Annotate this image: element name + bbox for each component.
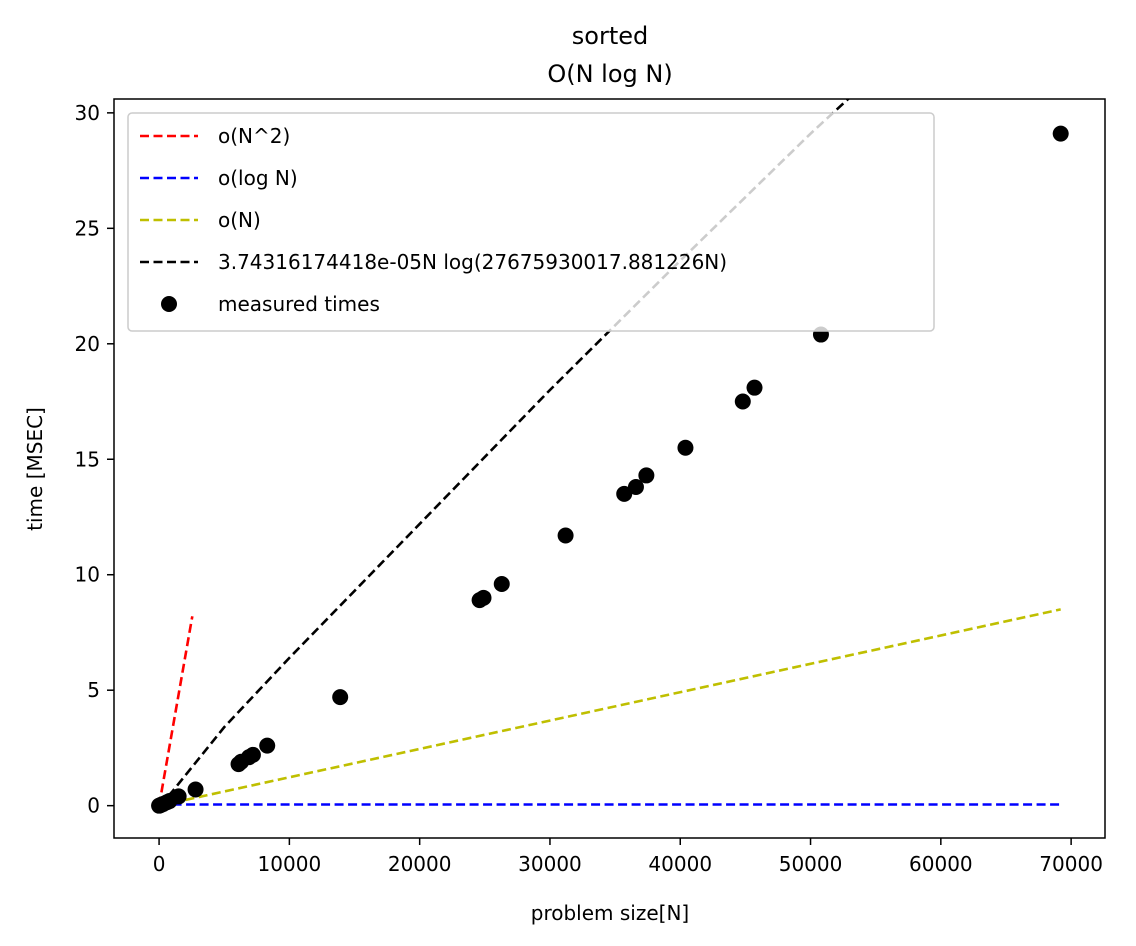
measured-point	[494, 576, 510, 592]
legend-entry-label: 3.74316174418e-05N log(27675930017.88122…	[218, 250, 727, 274]
y-tick-label: 20	[75, 332, 100, 356]
chart-title-group: sorted O(N log N)	[547, 22, 672, 88]
legend-swatch	[161, 296, 177, 312]
chart-subtitle: O(N log N)	[547, 60, 672, 88]
legend-entry-label: o(log N)	[218, 166, 298, 190]
x-tick-label: 30000	[518, 852, 582, 876]
legend-entry-label: measured times	[218, 292, 380, 316]
y-tick-label: 15	[75, 447, 100, 471]
x-tick-label: 20000	[388, 852, 452, 876]
measured-point	[735, 394, 751, 410]
measured-point	[476, 590, 492, 606]
y-axis-label: time [MSEC]	[23, 407, 47, 531]
x-tick-label: 70000	[1039, 852, 1103, 876]
series-2-line	[159, 609, 1061, 805]
x-tick-label: 60000	[909, 852, 973, 876]
legend: o(N^2) o(log N) o(N) 3.74316174418e-05N log…	[128, 113, 934, 331]
y-tick-label: 10	[75, 563, 100, 587]
measured-point	[677, 440, 693, 456]
measured-point	[1053, 126, 1069, 142]
measured-point	[638, 467, 654, 483]
x-axis-label: problem size[N]	[531, 901, 689, 925]
x-tick-label: 0	[153, 852, 166, 876]
x-tick-label: 10000	[258, 852, 322, 876]
measured-point	[171, 788, 187, 804]
measured-point	[332, 689, 348, 705]
y-axis-ticks: 0 5 10 15 20 25 30	[75, 101, 114, 818]
x-tick-label: 40000	[648, 852, 712, 876]
legend-entry-label: o(N^2)	[218, 124, 290, 148]
legend-entry-label: o(N)	[218, 208, 261, 232]
measured-point	[188, 782, 204, 798]
y-tick-label: 5	[87, 678, 100, 702]
measured-point	[747, 380, 763, 396]
series-0-line	[159, 616, 192, 805]
x-axis-ticks: 0 10000 20000 30000 40000 50000 60000 70000	[153, 838, 1103, 876]
y-tick-label: 25	[75, 216, 100, 240]
chart-title: sorted	[572, 22, 648, 50]
measured-point	[245, 747, 261, 763]
measured-point	[558, 527, 574, 543]
x-tick-label: 50000	[779, 852, 843, 876]
y-tick-label: 0	[87, 794, 100, 818]
y-tick-label: 30	[75, 101, 100, 125]
measured-point	[259, 738, 275, 754]
